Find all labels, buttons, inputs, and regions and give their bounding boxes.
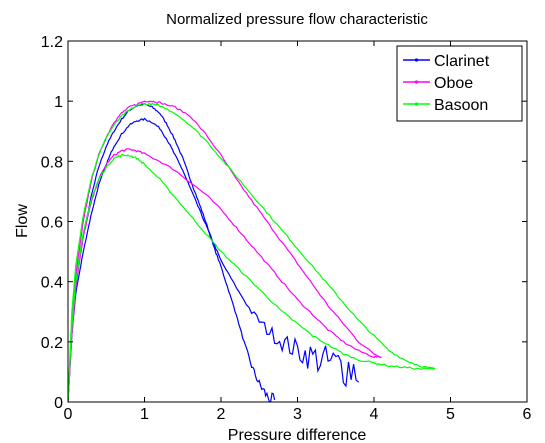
legend-box	[396, 45, 523, 122]
series-layer	[68, 100, 436, 402]
legend-label-basoon: Basoon	[434, 97, 488, 114]
x-tick-label: 3	[293, 406, 302, 423]
tick-layer: 0 1 2 3 4 5 6 0 0.2 0.4 0.6 0.8 1 1.2	[41, 34, 532, 423]
chart-title: Normalized pressure flow characteristic	[166, 11, 428, 28]
y-tick-label: 0.6	[41, 215, 63, 232]
x-tick-label: 0	[64, 406, 73, 423]
legend-marker-basoon	[414, 102, 419, 106]
y-axis-label: Flow	[14, 204, 31, 238]
legend-label-oboe: Oboe	[434, 75, 473, 92]
legend-items: Clarinet Oboe Basoon	[403, 53, 490, 114]
y-tick-label: 0.8	[41, 154, 63, 171]
y-tick-label: 1.2	[41, 34, 63, 51]
legend-label-clarinet: Clarinet	[434, 53, 490, 70]
x-tick-label: 1	[140, 406, 149, 423]
legend: Clarinet Oboe Basoon	[396, 45, 523, 122]
basoon-curve-upper	[68, 102, 436, 402]
y-tick-label: 0.4	[41, 275, 63, 292]
legend-marker-clarinet	[414, 58, 419, 62]
x-tick-label: 6	[523, 406, 532, 423]
x-axis-label: Pressure difference	[228, 427, 367, 443]
x-tick-label: 4	[370, 406, 379, 423]
y-tick-label: 0.2	[41, 335, 63, 352]
y-tick-label: 1	[54, 94, 63, 111]
clarinet-curve-upper	[68, 102, 276, 402]
basoon-curve-lower	[68, 153, 436, 402]
y-tick-label: 0	[54, 395, 63, 412]
legend-marker-oboe	[414, 80, 419, 84]
clarinet-curve-lower	[68, 117, 360, 402]
x-tick-label: 5	[446, 406, 455, 423]
x-tick-label: 2	[217, 406, 226, 423]
